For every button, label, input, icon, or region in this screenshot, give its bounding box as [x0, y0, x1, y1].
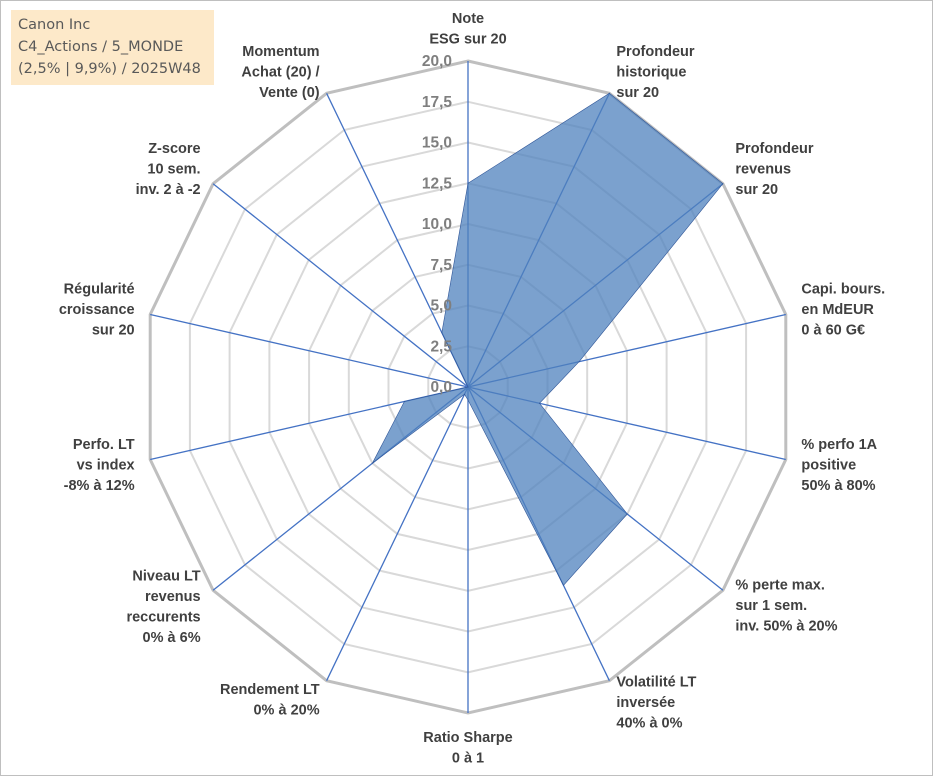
series-point [464, 393, 465, 395]
tick-label: 7,5 [430, 257, 452, 274]
tick-label: 17,5 [422, 94, 453, 111]
category-label: Perfo. LT vs index -8% à 12% [64, 437, 135, 494]
info-portfolio: C4_Actions / 5_MONDE [18, 39, 184, 55]
info-company-name: Canon Inc [18, 17, 91, 33]
category-label: Capi. bours. en MdEUR 0 à 60 G€ [801, 281, 885, 338]
series-point [441, 332, 443, 334]
axis-spoke [150, 313, 469, 388]
series-point [722, 183, 724, 185]
tick-label: 10,0 [422, 216, 452, 233]
radar-series [371, 92, 724, 586]
category-label: % perfo 1A positive 50% à 80% [801, 437, 877, 494]
category-label: Volatilité LT inversée 40% à 0% [616, 674, 696, 731]
category-label: Profondeur revenus sur 20 [735, 141, 813, 198]
category-label: Z-score 10 sem. inv. 2 à -2 [136, 141, 201, 198]
tick-label: 5,0 [430, 298, 452, 315]
info-params: (2,5% | 9,9%) / 2025W48 [18, 61, 201, 77]
category-label: % perte max. sur 1 sem. inv. 50% à 20% [735, 577, 837, 634]
category-label: Momentum Achat (20) / Vente (0) [241, 44, 319, 101]
tick-label: 12,5 [422, 175, 453, 192]
category-label: Ratio Sharpe 0 à 1 [423, 730, 512, 767]
category-label: Rendement LT 0% à 20% [220, 682, 320, 719]
tick-label: 20,0 [422, 53, 452, 70]
series-point [539, 402, 540, 404]
series-point [467, 182, 469, 184]
series-point [608, 92, 610, 94]
radar-category-labels: Note ESG sur 20 Profondeur historique sur 20… [59, 11, 885, 767]
series-point [403, 401, 405, 402]
category-label: Profondeur historique sur 20 [616, 44, 694, 101]
info-box: Canon Inc C4_Actions / 5_MONDE (2,5% | 9… [11, 10, 214, 85]
series-point [467, 386, 469, 388]
category-label: Régularité croissance sur 20 [59, 281, 135, 338]
tick-label: 0,0 [430, 379, 452, 396]
category-label: Note ESG sur 20 [429, 11, 506, 48]
series-point [626, 513, 628, 515]
radar-tick-labels: 0,0 2,5 5,0 7,5 10,0 12,5 15,0 17,5 20,0 [422, 53, 453, 396]
axis-spoke [212, 183, 469, 388]
series-area [372, 92, 724, 586]
series-point [578, 361, 580, 363]
series-point [563, 584, 564, 586]
category-label: Niveau LT revenus reccurents 0% à 6% [126, 569, 200, 647]
tick-label: 2,5 [430, 338, 452, 355]
axis-spoke [326, 386, 469, 681]
series-point [467, 399, 469, 401]
tick-label: 15,0 [422, 135, 452, 152]
series-point [371, 462, 373, 464]
